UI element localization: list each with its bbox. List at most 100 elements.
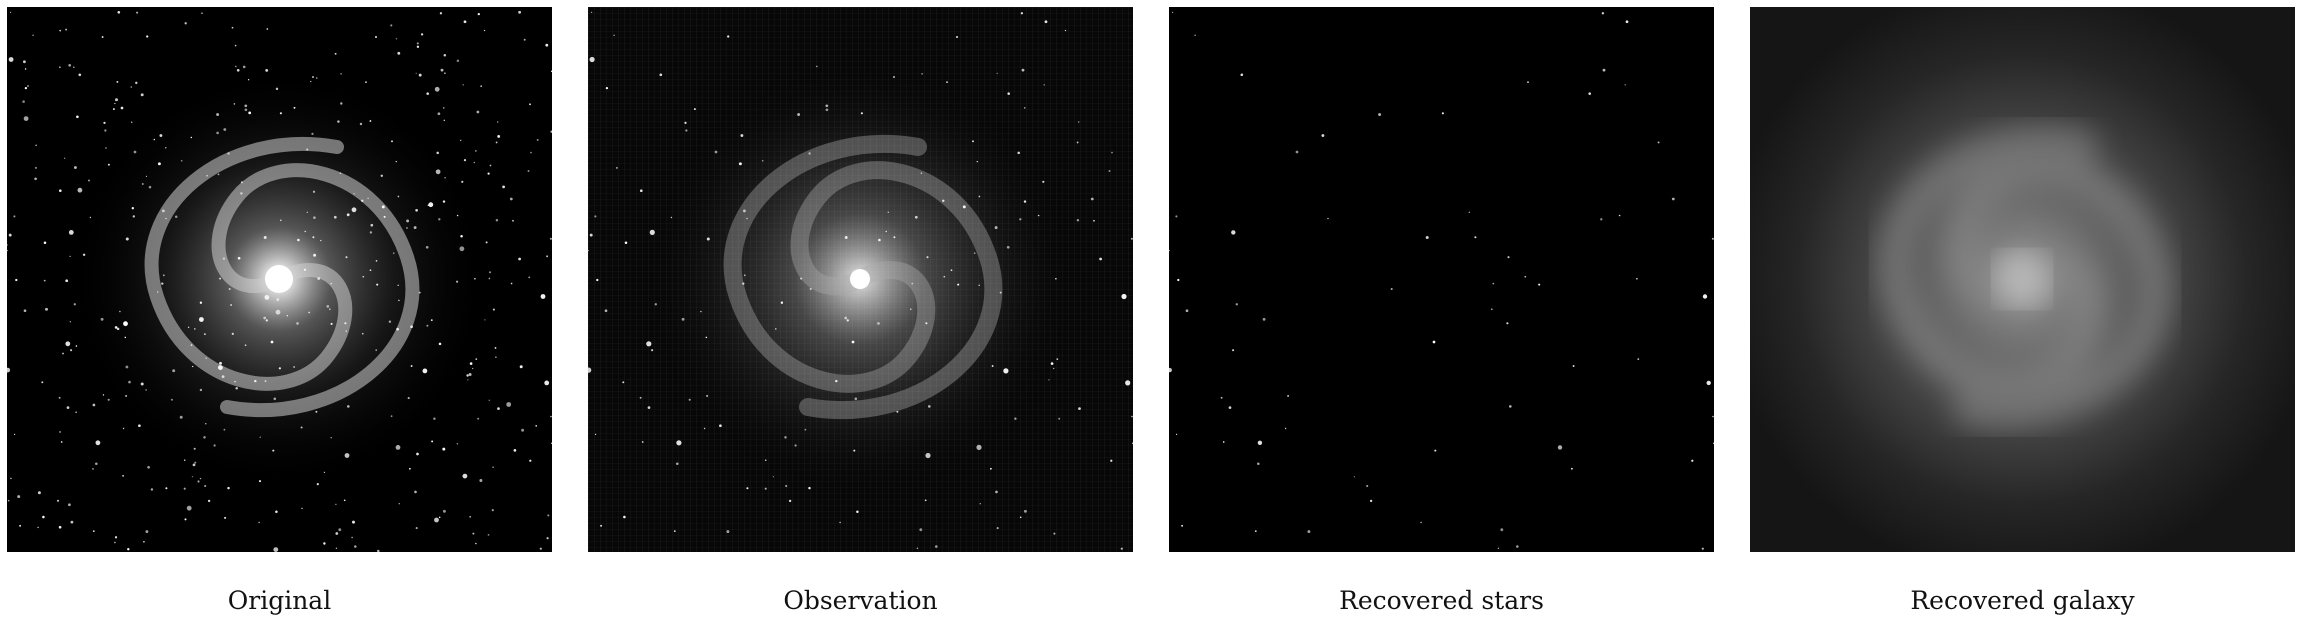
- star: [589, 56, 595, 63]
- star: [684, 121, 687, 125]
- star: [742, 282, 745, 285]
- star: [35, 144, 37, 147]
- star: [497, 121, 499, 123]
- star: [247, 79, 250, 81]
- star: [186, 505, 192, 511]
- star: [59, 66, 61, 68]
- star: [340, 102, 343, 105]
- star: [435, 169, 441, 175]
- star: [469, 515, 472, 518]
- star: [497, 407, 500, 410]
- star: [1006, 245, 1010, 249]
- star: [316, 77, 318, 79]
- star: [410, 325, 413, 329]
- star: [815, 65, 818, 68]
- star: [1625, 20, 1629, 24]
- star: [138, 424, 141, 428]
- star: [374, 35, 378, 39]
- star: [1058, 417, 1061, 420]
- star: [924, 499, 927, 502]
- star: [184, 518, 187, 521]
- panel-observation: Observation: [588, 0, 1133, 627]
- original-image: [7, 7, 552, 552]
- star: [112, 108, 115, 111]
- star: [519, 365, 523, 369]
- star: [438, 516, 441, 519]
- star: [596, 278, 599, 282]
- star: [390, 415, 393, 418]
- star: [742, 209, 746, 213]
- star: [145, 530, 149, 534]
- star: [45, 307, 48, 311]
- star: [804, 428, 807, 431]
- star: [312, 190, 316, 193]
- star: [223, 428, 226, 431]
- star: [1181, 524, 1184, 527]
- starfield: [588, 11, 1133, 550]
- star: [397, 51, 401, 55]
- star: [1235, 303, 1238, 306]
- star: [369, 269, 372, 272]
- star: [1572, 365, 1575, 367]
- star: [885, 230, 887, 233]
- star: [846, 319, 849, 322]
- star: [540, 294, 546, 299]
- star: [624, 241, 628, 245]
- star: [462, 473, 468, 479]
- star: [216, 131, 219, 135]
- star: [174, 215, 178, 218]
- star: [120, 106, 124, 110]
- star: [235, 387, 238, 390]
- star: [265, 68, 269, 72]
- star: [990, 467, 992, 470]
- star: [877, 322, 880, 325]
- star: [42, 515, 45, 519]
- galaxy-core: [850, 269, 870, 289]
- star: [1497, 547, 1500, 549]
- star: [1432, 340, 1436, 344]
- star: [1064, 29, 1067, 32]
- star: [143, 540, 145, 543]
- star: [369, 120, 372, 122]
- star: [280, 219, 282, 222]
- star: [510, 282, 513, 285]
- star: [335, 532, 339, 535]
- star: [1474, 236, 1477, 239]
- star: [156, 291, 159, 293]
- star: [320, 239, 322, 242]
- star: [1657, 141, 1660, 144]
- star: [550, 130, 552, 133]
- star: [248, 111, 252, 115]
- star: [935, 545, 938, 548]
- star: [131, 121, 133, 123]
- star: [473, 161, 476, 164]
- star: [442, 447, 446, 451]
- star: [127, 548, 130, 551]
- star: [1353, 476, 1355, 478]
- star: [406, 219, 410, 223]
- star: [344, 322, 347, 325]
- star: [909, 308, 912, 311]
- star: [521, 428, 525, 432]
- star: [264, 295, 270, 300]
- star: [263, 316, 267, 320]
- star: [1220, 396, 1223, 399]
- star: [141, 183, 144, 185]
- star: [313, 253, 317, 257]
- star: [273, 547, 279, 552]
- star: [442, 509, 446, 513]
- star: [726, 530, 730, 534]
- star: [78, 73, 82, 77]
- star: [535, 425, 538, 427]
- star: [266, 279, 269, 282]
- star: [1222, 441, 1225, 443]
- star: [236, 68, 240, 72]
- star: [1254, 530, 1257, 532]
- star: [265, 319, 268, 322]
- star: [426, 324, 429, 327]
- star: [58, 189, 62, 193]
- star: [854, 397, 858, 401]
- star: [518, 10, 522, 14]
- star: [488, 271, 492, 274]
- star: [338, 528, 342, 532]
